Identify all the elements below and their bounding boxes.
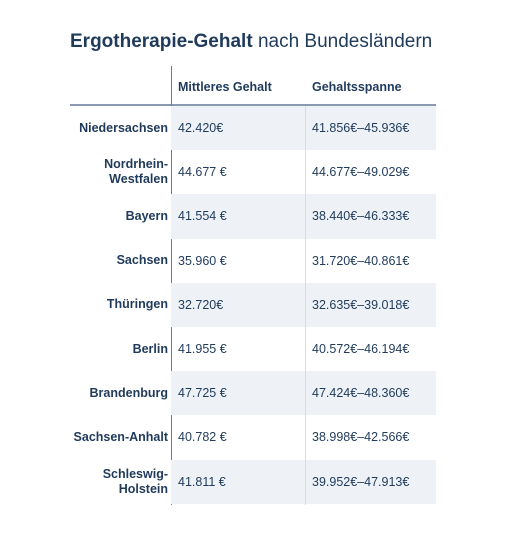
table-body: Niedersachsen 42.420€ 41.856€–45.936€ No… xyxy=(70,106,436,504)
median-salary: 35.960 € xyxy=(178,253,227,268)
median-salary: 44.677 € xyxy=(178,165,227,180)
table-row: Sachsen 35.960 € 31.720€–40.861€ xyxy=(70,239,436,283)
header-salary-range: Gehaltsspanne xyxy=(312,80,402,94)
median-salary: 41.554 € xyxy=(178,209,227,224)
header-divider xyxy=(70,104,436,106)
state-name: Brandenburg xyxy=(89,385,168,400)
median-salary: 32.720€ xyxy=(178,297,224,312)
state-name: Sachsen xyxy=(116,253,168,268)
salary-range: 32.635€–39.018€ xyxy=(312,297,410,312)
state-name: Schleswig-Holstein xyxy=(102,466,168,496)
state-name: Nordrhein-Westfalen xyxy=(104,157,168,187)
salary-range: 38.998€–42.566€ xyxy=(312,430,410,445)
table-row: Thüringen 32.720€ 32.635€–39.018€ xyxy=(70,282,436,327)
table-row: Schleswig-Holstein 41.811 € 39.952€–47.9… xyxy=(70,459,436,504)
table-row: Niedersachsen 42.420€ 41.856€–45.936€ xyxy=(70,106,436,151)
median-salary: 40.782 € xyxy=(178,430,227,445)
state-name: Sachsen-Anhalt xyxy=(73,429,168,444)
salary-table: Mittleres Gehalt Gehaltsspanne Niedersac… xyxy=(70,66,436,505)
salary-range: 47.424€–48.360€ xyxy=(312,386,410,401)
table-row: Brandenburg 47.725 € 47.424€–48.360€ xyxy=(70,371,436,416)
title-rest: nach Bundesländern xyxy=(257,31,433,52)
state-name: Thüringen xyxy=(106,297,168,312)
table-row: Nordrhein-Westfalen 44.677 € 44.677€–49.… xyxy=(70,150,436,194)
salary-range: 31.720€–40.861€ xyxy=(312,253,410,268)
column-divider-range xyxy=(305,106,306,505)
state-name: Niedersachsen xyxy=(79,120,168,135)
table-row: Bayern 41.554 € 38.440€–46.333€ xyxy=(70,194,436,239)
median-salary: 47.725 € xyxy=(178,386,227,401)
salary-range: 40.572€–46.194€ xyxy=(312,342,410,357)
median-salary: 42.420€ xyxy=(178,121,224,136)
table-row: Sachsen-Anhalt 40.782 € 38.998€–42.566€ xyxy=(70,415,436,459)
table-header-row: Mittleres Gehalt Gehaltsspanne xyxy=(70,66,436,106)
salary-range: 38.440€–46.333€ xyxy=(312,209,410,224)
state-name: Bayern xyxy=(125,208,168,223)
median-salary: 41.955 € xyxy=(178,342,227,357)
table-row: Berlin 41.955 € 40.572€–46.194€ xyxy=(70,327,436,371)
salary-range: 41.856€–45.936€ xyxy=(312,121,410,136)
header-median-salary: Mittleres Gehalt xyxy=(178,80,272,94)
state-name: Berlin xyxy=(132,341,168,356)
page-title: Ergotherapie-Gehalt nach Bundesländern xyxy=(70,30,432,54)
salary-range: 44.677€–49.029€ xyxy=(312,165,410,180)
title-bold: Ergotherapie-Gehalt xyxy=(70,31,253,52)
salary-range: 39.952€–47.913€ xyxy=(312,474,410,489)
median-salary: 41.811 € xyxy=(178,474,226,489)
